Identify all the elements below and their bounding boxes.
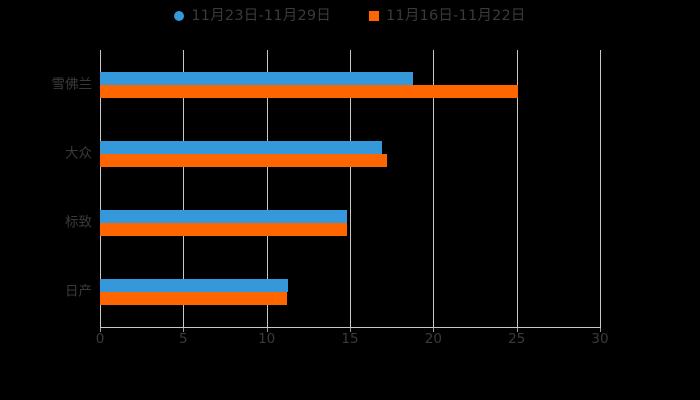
bar-series-2[interactable] [100,84,519,98]
x-tick-mark [266,328,268,332]
bar-series-1[interactable] [100,140,382,154]
gridline [600,50,601,327]
x-tick-label: 20 [424,331,442,347]
y-axis-category-label: 日产 [65,283,92,300]
y-axis-category-label: 标致 [65,214,92,231]
gridline [183,50,185,327]
x-tick-mark [350,328,351,332]
x-tick-label: 0 [95,331,105,347]
x-tick-mark [600,328,601,332]
gridline [266,50,268,327]
bar-series-2[interactable] [100,153,387,167]
y-axis-category-labels: 雪佛兰大众标致日产 [0,0,93,400]
y-axis-category-label: 大众 [65,145,92,162]
gridline [350,50,351,327]
x-tick-label: 25 [508,331,526,347]
x-tick-label: 15 [341,331,359,347]
gridline [433,50,435,327]
legend-item-series-1[interactable]: 11月23日-11月29日 [174,9,331,24]
x-tick-label: 10 [258,331,276,347]
x-tick-mark [433,328,435,332]
bar-series-1[interactable] [100,71,414,85]
x-tick-mark [100,328,101,332]
gridline [516,50,518,327]
circle-marker-icon [174,11,185,21]
bar-series-1[interactable] [100,279,289,293]
bar-series-1[interactable] [100,210,347,224]
square-marker-icon [369,11,379,21]
bar-series-2[interactable] [100,223,347,237]
plot-area [100,50,601,327]
legend-label-series-2: 11月16日-11月22日 [386,7,526,24]
x-tick-mark [183,328,185,332]
x-axis-line [100,327,601,328]
gridline [100,50,101,327]
x-tick-label: 5 [179,331,188,347]
y-axis-category-label: 雪佛兰 [51,75,93,92]
chart-legend: 11月23日-11月29日 11月16日-11月22日 [0,5,700,27]
bar-series-2[interactable] [100,292,287,306]
legend-item-series-2[interactable]: 11月16日-11月22日 [369,9,526,24]
x-tick-label: 30 [591,331,609,347]
x-tick-mark [516,328,518,332]
legend-label-series-1: 11月23日-11月29日 [191,7,331,24]
